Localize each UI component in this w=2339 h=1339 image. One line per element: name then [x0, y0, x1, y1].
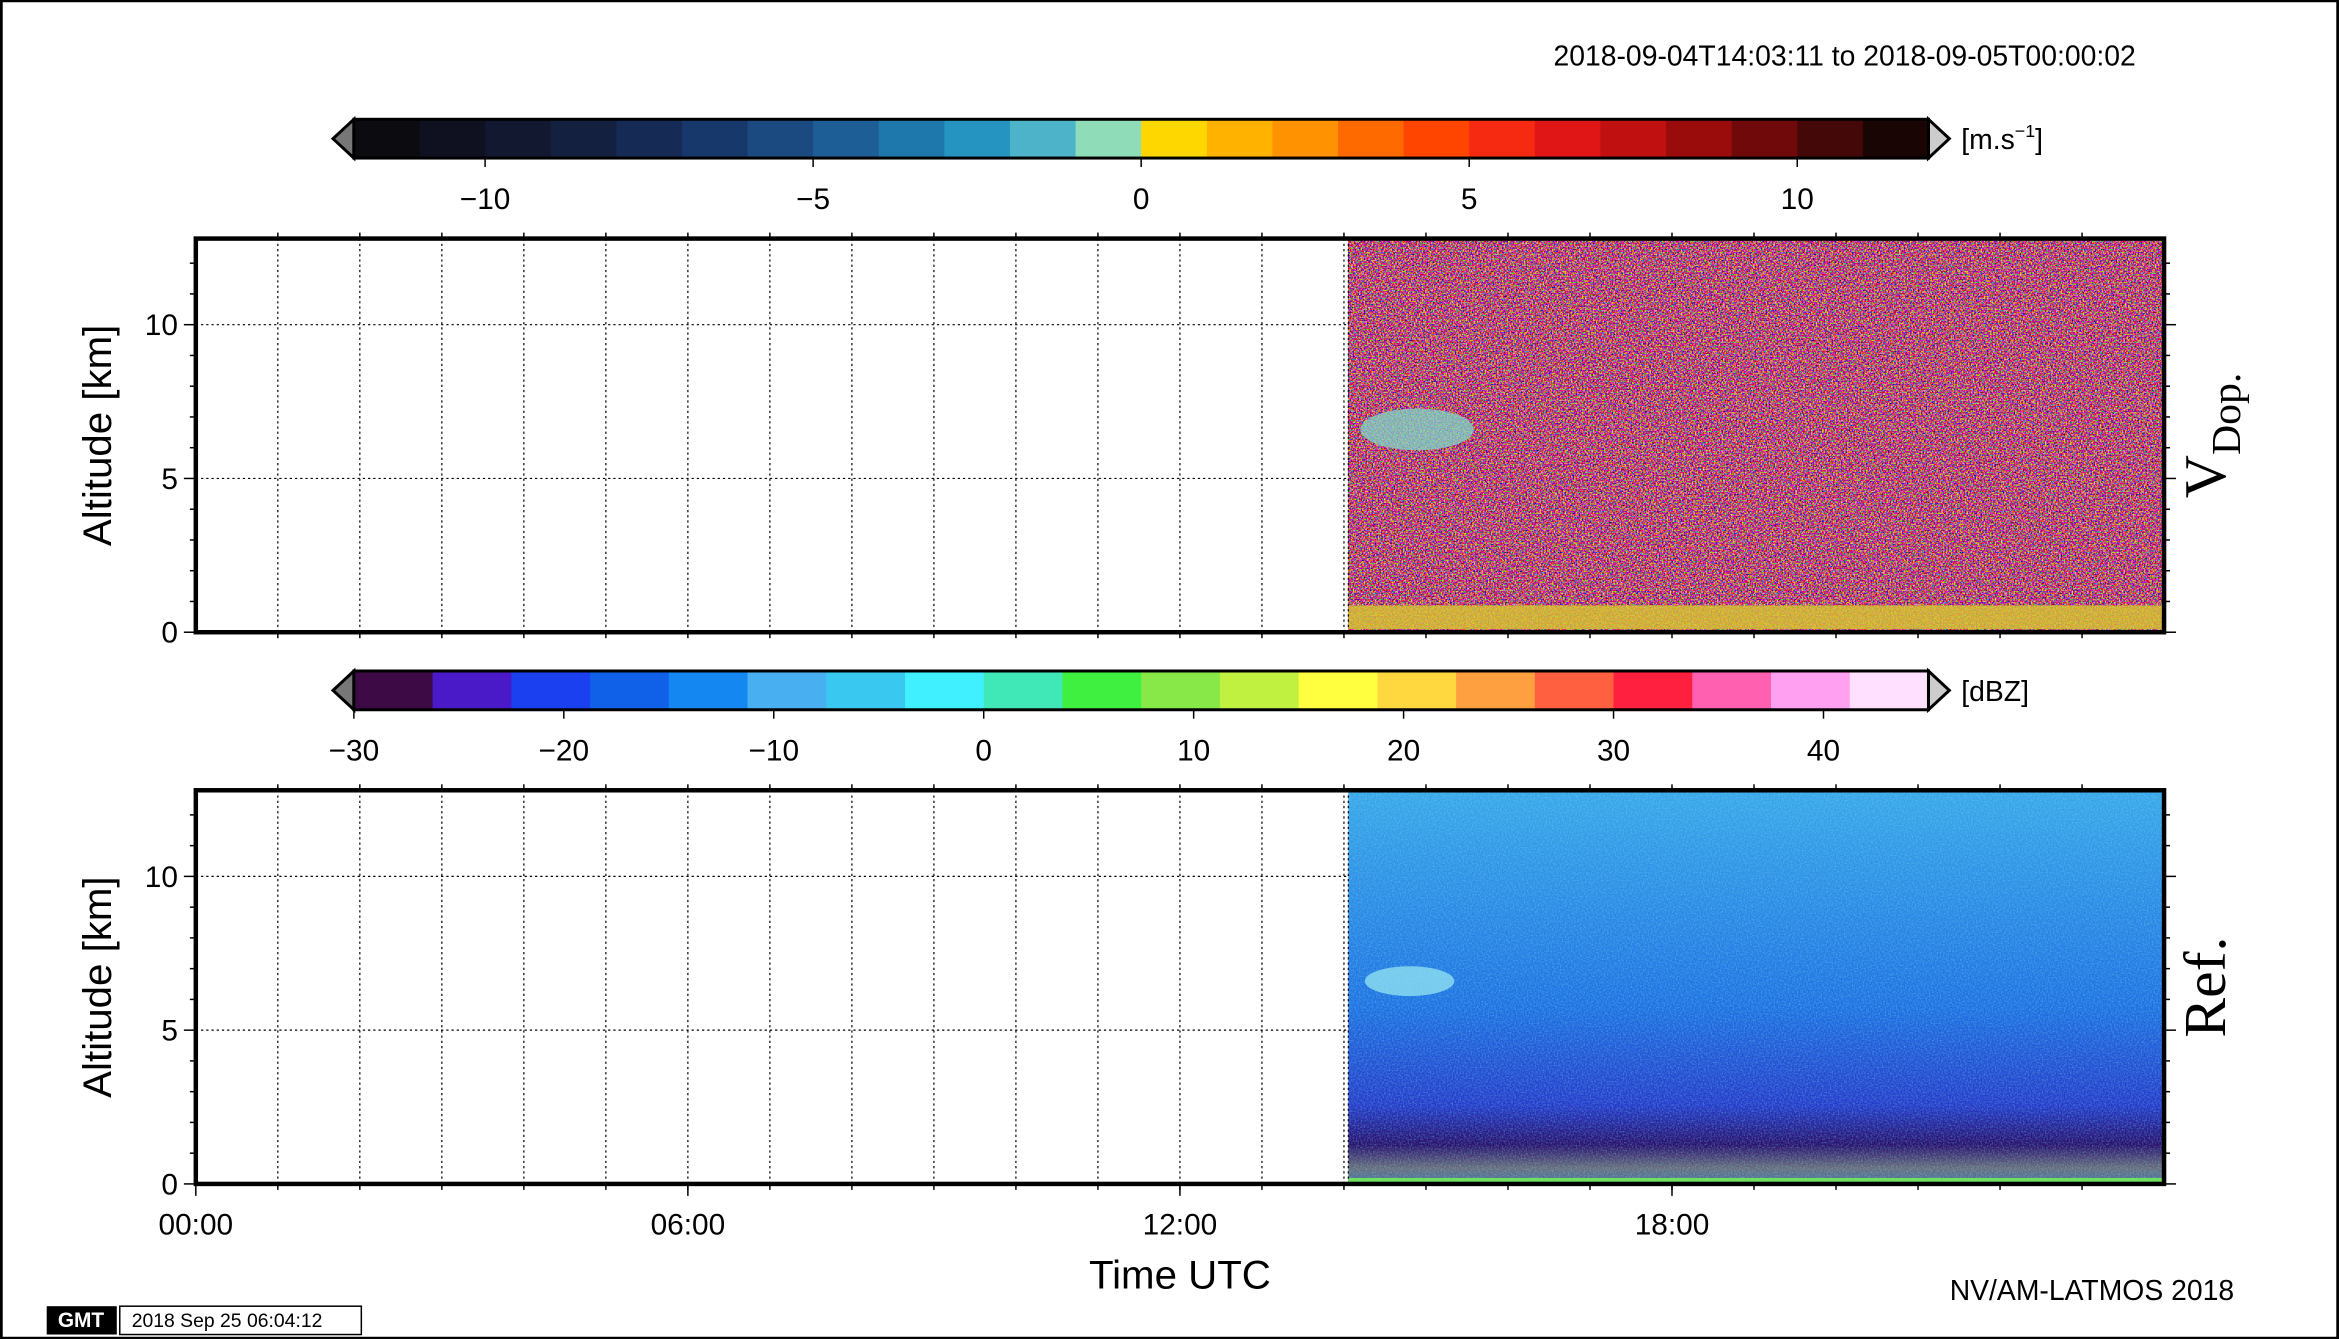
colorbar-swatch: [1298, 670, 1379, 710]
timestamp: 2018 Sep 25 06:04:12: [132, 1310, 323, 1332]
colorbar-swatch: [1771, 670, 1851, 710]
colorbar-swatch: [1469, 119, 1536, 159]
colorbar-swatch: [826, 670, 906, 710]
x-tick-label: 00:00: [159, 1209, 234, 1242]
unit-end: ]: [2035, 124, 2043, 156]
y-tick-label: 0: [161, 617, 178, 650]
colorbar-swatch: [944, 119, 1011, 159]
y-tick-label: 5: [161, 463, 178, 496]
colorbar-swatch: [1141, 119, 1208, 159]
colorbar-swatch: [1456, 670, 1536, 710]
colorbar-swatch: [590, 670, 670, 710]
colorbar-tick-label: 10: [1781, 183, 1814, 216]
panel-label-main: V: [2172, 455, 2238, 498]
colorbar-frame: [352, 669, 1930, 712]
colorbar-swatch: [904, 670, 985, 710]
radar-echo: [1360, 408, 1474, 451]
panel-label-sub: Dop.: [2204, 373, 2250, 455]
x-tick-label: 06:00: [651, 1209, 726, 1242]
colorbar-swatch: [983, 670, 1064, 710]
logo-box: [46, 1306, 117, 1335]
colorbar-swatch: [668, 670, 749, 710]
logo: GMT: [58, 1309, 105, 1332]
colorbar-swatch: [813, 119, 880, 159]
colorbar-swatch: [878, 119, 946, 159]
colorbar-tick-label: 30: [1597, 734, 1630, 767]
unit-base: [m.s: [1961, 124, 2015, 156]
colorbar-tick-label: −5: [796, 183, 830, 216]
colorbar-swatch: [1219, 670, 1300, 710]
colorbar-swatch: [1141, 670, 1221, 710]
colorbar-swatch: [1600, 119, 1667, 159]
colorbar-tick-label: 0: [975, 734, 992, 767]
radar-surface: [1348, 1177, 2165, 1183]
colorbar-swatch: [1666, 119, 1733, 159]
colorbar-swatch: [1377, 670, 1457, 710]
radar-echo: [1364, 966, 1455, 997]
colorbar-tick-label: 40: [1807, 734, 1840, 767]
radar-noise: [1348, 238, 2165, 633]
colorbar-swatch: [1009, 119, 1077, 159]
colorbar-swatch: [1075, 119, 1142, 159]
colorbar-swatch: [616, 119, 683, 159]
colorbar-swatch: [1206, 119, 1274, 159]
colorbar-tick-label: 20: [1387, 734, 1420, 767]
y-tick-label: 10: [145, 309, 178, 342]
credit: NV/AM-LATMOS 2018: [1950, 1275, 2234, 1307]
x-axis-label: Time UTC: [1089, 1252, 1271, 1297]
colorbar-tick-label: −30: [329, 734, 380, 767]
panel-label: Ref.: [2172, 937, 2238, 1038]
x-tick-label: 12:00: [1143, 1209, 1218, 1242]
x-tick-label: 18:00: [1635, 1209, 1710, 1242]
colorbar-swatch: [550, 119, 618, 159]
timestamp-box: [119, 1305, 363, 1336]
colorbar-tick-label: 10: [1177, 734, 1210, 767]
y-axis-label: Altitude [km]: [75, 876, 120, 1097]
colorbar-swatch: [1849, 670, 1930, 710]
panel-label: VDop.: [2172, 373, 2250, 498]
colorbar-swatch: [353, 119, 421, 159]
colorbar-swatch: [1862, 119, 1930, 159]
colorbar-tick-label: −10: [748, 734, 799, 767]
colorbar-swatch: [747, 670, 827, 710]
colorbar-swatch: [1797, 119, 1864, 159]
colorbar-unit: [m.s−1]: [1961, 121, 2043, 156]
colorbar-swatch: [1403, 119, 1470, 159]
colorbar-swatch: [1613, 670, 1694, 710]
colorbar-swatch: [681, 119, 749, 159]
colorbar-swatch: [1062, 670, 1142, 710]
colorbar-swatch: [1692, 670, 1772, 710]
colorbar-swatch: [1534, 670, 1615, 710]
y-tick-label: 5: [161, 1015, 178, 1048]
time-range: 2018-09-04T14:03:11 to 2018-09-05T00:00:…: [1553, 41, 2135, 73]
unit-exp: −1: [2015, 121, 2035, 141]
y-axis-label: Altitude [km]: [75, 325, 120, 546]
plot-frame: [193, 788, 2167, 1187]
plot-frame: [193, 236, 2167, 635]
panel-label-main: Ref.: [2172, 937, 2238, 1038]
colorbar-swatch: [1534, 119, 1602, 159]
colorbar-swatch: [353, 670, 434, 710]
radar-noise: [1348, 790, 2165, 1184]
colorbar-tick-label: 0: [1133, 183, 1150, 216]
y-tick-label: 0: [161, 1168, 178, 1201]
colorbar-swatch: [747, 119, 814, 159]
colorbar-swatch: [485, 119, 552, 159]
colorbar-unit: [dBZ]: [1961, 676, 2029, 708]
colorbar-tick-label: −20: [539, 734, 590, 767]
y-tick-label: 10: [145, 861, 178, 894]
colorbar-swatch: [511, 670, 591, 710]
colorbar-swatch: [1337, 119, 1405, 159]
colorbar-tick-label: −10: [460, 183, 511, 216]
colorbar-swatch: [1272, 119, 1339, 159]
colorbar-swatch: [1731, 119, 1798, 159]
colorbar-swatch: [432, 670, 513, 710]
colorbar-tick-label: 5: [1461, 183, 1478, 216]
colorbar-swatch: [419, 119, 486, 159]
radar-surface: [1348, 605, 2165, 630]
